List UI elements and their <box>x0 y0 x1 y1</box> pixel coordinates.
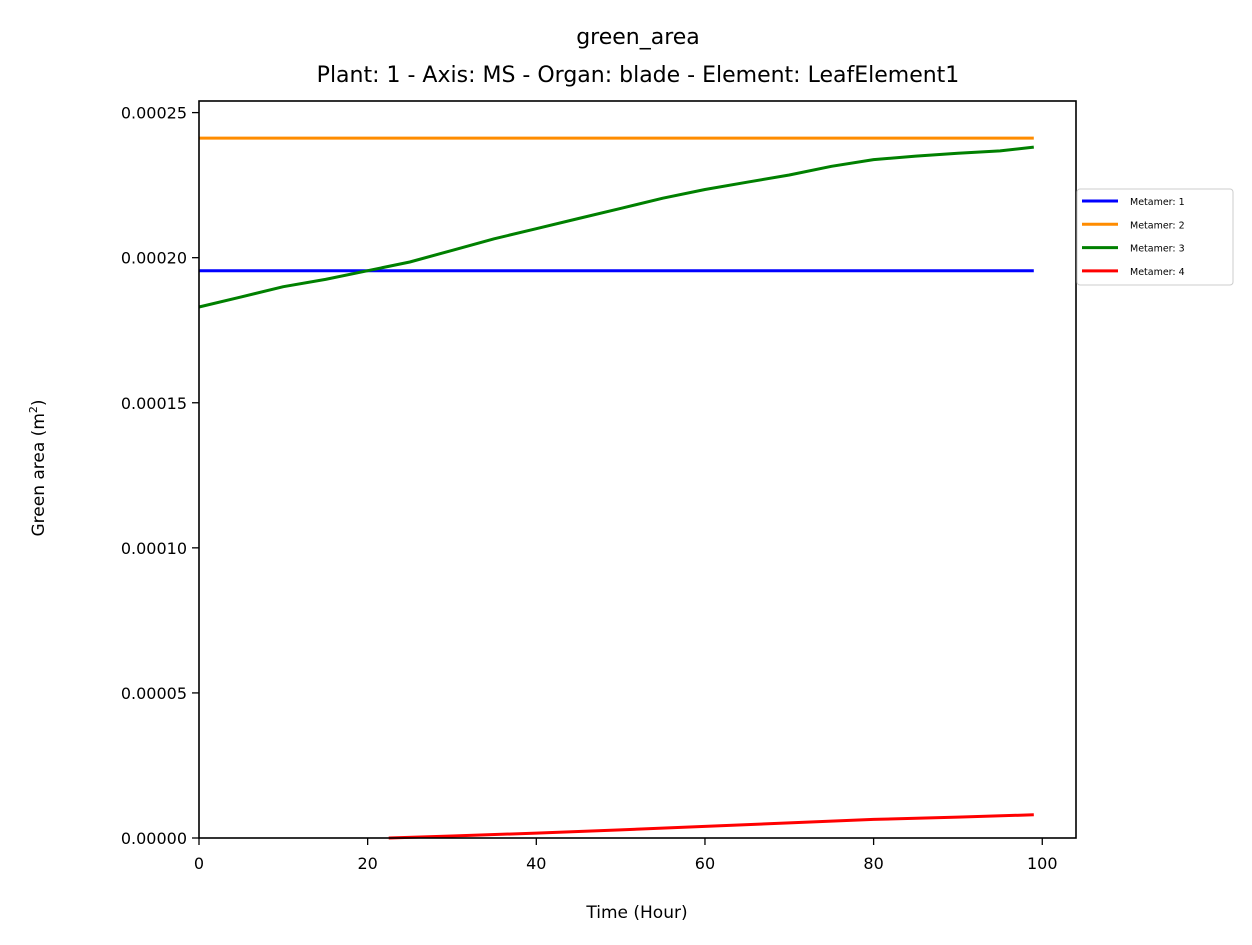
y-tick-label: 0.00025 <box>121 104 187 123</box>
x-tick-label: 60 <box>695 854 715 873</box>
y-axis-label-suffix: ) <box>29 399 49 406</box>
x-tick-label: 20 <box>357 854 377 873</box>
y-axis-label: Green area (m2) <box>27 399 49 536</box>
y-axis-label-text: Green area (m <box>29 413 49 536</box>
chart-subtitle: Plant: 1 - Axis: MS - Organ: blade - Ele… <box>317 63 960 88</box>
y-tick-label: 0.00020 <box>121 249 187 268</box>
y-tick-label: 0.00000 <box>121 829 187 848</box>
x-axis-label: Time (Hour) <box>585 903 687 923</box>
chart-legend: Metamer: 1 Metamer: 2 Metamer: 3 Metamer: 4 <box>1076 188 1234 286</box>
chart-title: green_area <box>576 25 700 50</box>
x-tick-label: 40 <box>526 854 546 873</box>
y-tick-label: 0.00005 <box>121 684 187 703</box>
x-tick-label: 100 <box>1027 854 1058 873</box>
series-line-metamer-4 <box>388 813 1034 840</box>
legend-label-metamer-2: Metamer: 2 <box>1130 220 1185 231</box>
x-axis-ticks: 0 20 40 60 80 100 <box>194 838 1058 873</box>
y-tick-label: 0.00015 <box>121 394 187 413</box>
plot-lines <box>198 136 1034 840</box>
x-tick-label: 80 <box>863 854 883 873</box>
y-tick-label: 0.00010 <box>121 539 187 558</box>
legend-label-metamer-1: Metamer: 1 <box>1130 197 1185 208</box>
plot-frame <box>198 100 1077 839</box>
legend-label-metamer-4: Metamer: 4 <box>1130 267 1185 278</box>
legend-box <box>1076 188 1234 286</box>
x-tick-label: 0 <box>194 854 204 873</box>
legend-label-metamer-3: Metamer: 3 <box>1130 244 1185 255</box>
y-axis-ticks: 0.00000 0.00005 0.00010 0.00015 0.00020 0.000… <box>121 104 199 848</box>
series-line-metamer-3 <box>198 145 1034 309</box>
y-axis-label-superscript: 2 <box>27 406 40 413</box>
